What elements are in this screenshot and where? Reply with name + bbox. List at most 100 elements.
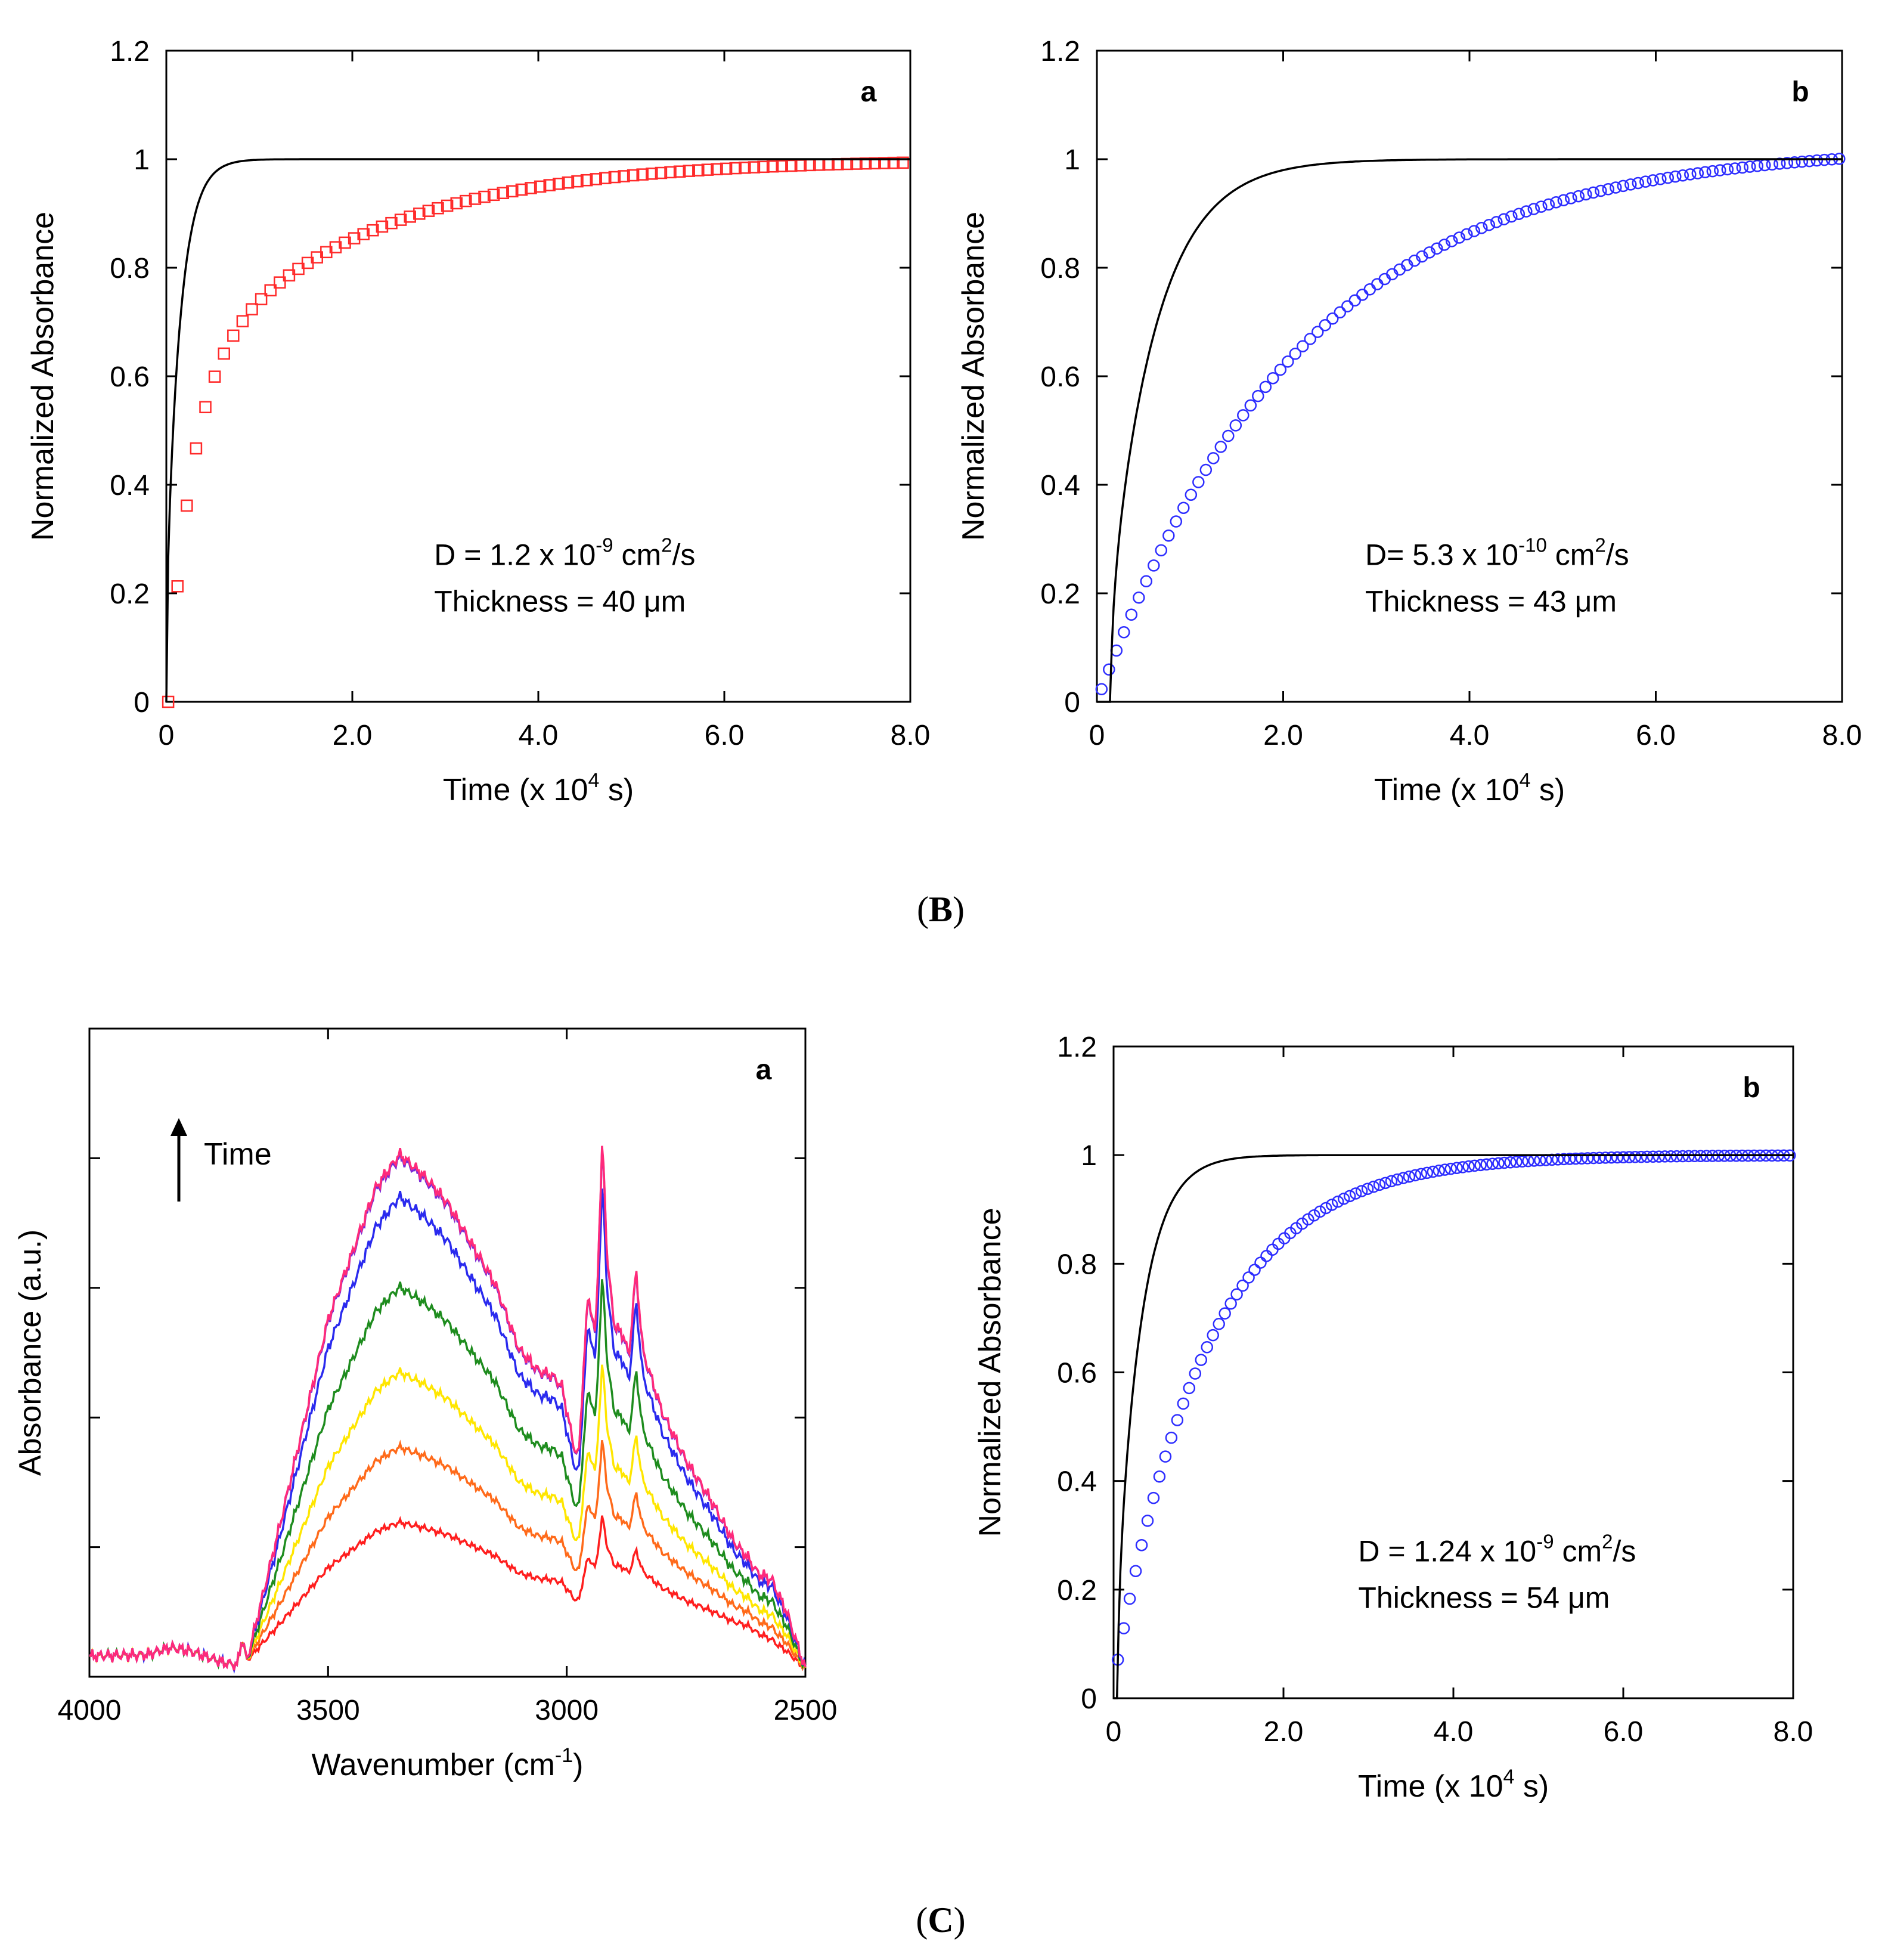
annotation-diffusivity: D = 1.2 x 10-9 cm2/s	[434, 534, 695, 572]
data-point	[1349, 1187, 1362, 1200]
data-point	[869, 157, 881, 170]
data-point	[1542, 198, 1555, 211]
data-point	[367, 224, 379, 237]
spectrum-line	[89, 1188, 807, 1674]
annotation-thickness: Thickness = 40 μm	[434, 585, 686, 618]
data-point	[1165, 1431, 1178, 1444]
data-point	[1781, 157, 1794, 169]
data-point	[246, 303, 258, 315]
y-axis-label: Absorbance (a.u.)	[13, 1230, 48, 1476]
annotation-text: cm	[1554, 1534, 1602, 1568]
data-point	[1647, 1150, 1660, 1163]
data-point	[1129, 1565, 1142, 1577]
data-point	[1654, 172, 1667, 185]
y-axis-label: Normalized Absorbance	[26, 212, 60, 541]
data-point	[1356, 289, 1369, 301]
data-point	[1140, 575, 1153, 588]
data-point	[739, 162, 751, 174]
data-point	[664, 166, 677, 179]
data-point	[608, 171, 621, 184]
data-point	[1699, 166, 1712, 179]
annotation-diffusivity: D = 1.24 x 10-9 cm2/s	[1358, 1530, 1636, 1568]
data-point	[1610, 181, 1622, 194]
data-point	[1371, 278, 1384, 290]
data-point	[757, 160, 770, 174]
data-point	[1558, 1153, 1570, 1166]
data-point	[1207, 1329, 1219, 1342]
data-point	[1669, 170, 1682, 183]
annotation-text: D= 5.3 x 10	[1365, 538, 1518, 572]
annotation-text: cm	[1547, 538, 1595, 572]
x-axis-label: Wavenumber (cm-1)	[312, 1744, 584, 1782]
data-point	[1267, 371, 1279, 385]
panel-label: b	[1743, 1072, 1760, 1104]
data-point	[1639, 175, 1652, 188]
data-point	[171, 580, 184, 593]
data-point	[1569, 1152, 1582, 1165]
data-point	[1229, 419, 1242, 432]
data-point	[162, 695, 175, 708]
y-tick-label: 0.2	[110, 578, 150, 610]
y-tick-label: 1.2	[110, 36, 150, 67]
annotation-text: /s	[1613, 1534, 1636, 1568]
data-point	[1201, 1340, 1213, 1354]
y-tick-label: 0.8	[1040, 253, 1080, 284]
data-point	[1177, 1397, 1190, 1410]
data-point	[1641, 1150, 1654, 1163]
data-point	[1475, 221, 1488, 234]
data-point	[1550, 196, 1562, 209]
data-point	[413, 208, 426, 220]
data-point	[376, 220, 389, 233]
fit-curve	[1097, 158, 1842, 703]
data-point	[1409, 1169, 1422, 1182]
y-tick-label: 0.8	[1057, 1249, 1097, 1280]
data-point	[1403, 1170, 1416, 1183]
data-point	[1363, 283, 1376, 296]
data-point	[1170, 515, 1183, 528]
x-axis-label-tail: s)	[1514, 1769, 1549, 1804]
spectrum-line	[89, 1148, 807, 1671]
data-point	[1222, 429, 1235, 442]
data-point	[1367, 1180, 1380, 1193]
data-point	[487, 188, 500, 202]
data-point	[1676, 169, 1689, 182]
x-tick-label: 0	[1106, 1716, 1122, 1748]
data-point	[1192, 476, 1205, 488]
data-point	[255, 293, 268, 305]
data-point	[1505, 210, 1518, 223]
data-point	[1647, 174, 1660, 187]
data-point	[1361, 1182, 1374, 1196]
data-point	[1341, 300, 1354, 312]
panel-label: a	[861, 76, 877, 108]
x-axis-label-exponent: 4	[1503, 1766, 1515, 1788]
data-point	[1195, 1354, 1208, 1366]
data-point	[1385, 1175, 1398, 1188]
data-point	[1133, 592, 1145, 604]
data-point	[878, 157, 891, 169]
data-point	[1552, 1153, 1564, 1166]
data-point	[1162, 530, 1175, 542]
data-point	[497, 187, 509, 199]
annotation-exponent: -10	[1518, 534, 1547, 556]
data-point	[1629, 1151, 1642, 1163]
y-tick-label: 1.2	[1057, 1032, 1097, 1063]
data-point	[190, 442, 203, 455]
y-tick-label: 0.6	[1040, 361, 1080, 393]
data-point	[441, 199, 454, 212]
data-point	[1311, 326, 1324, 338]
x-axis-label-text: Time (x 10	[1374, 773, 1520, 807]
data-point	[1635, 1150, 1648, 1163]
data-point	[1248, 1264, 1261, 1276]
data-point	[1744, 160, 1756, 173]
data-point	[506, 185, 519, 198]
spectrum-line	[89, 1515, 807, 1671]
data-point	[1214, 441, 1227, 453]
data-point	[1095, 683, 1108, 696]
data-point	[478, 190, 491, 203]
data-point	[1520, 205, 1533, 218]
y-tick-label: 0	[1064, 687, 1080, 719]
data-point	[1416, 250, 1428, 263]
data-point	[1207, 452, 1220, 465]
data-point	[1535, 200, 1548, 213]
data-point	[1259, 380, 1272, 394]
